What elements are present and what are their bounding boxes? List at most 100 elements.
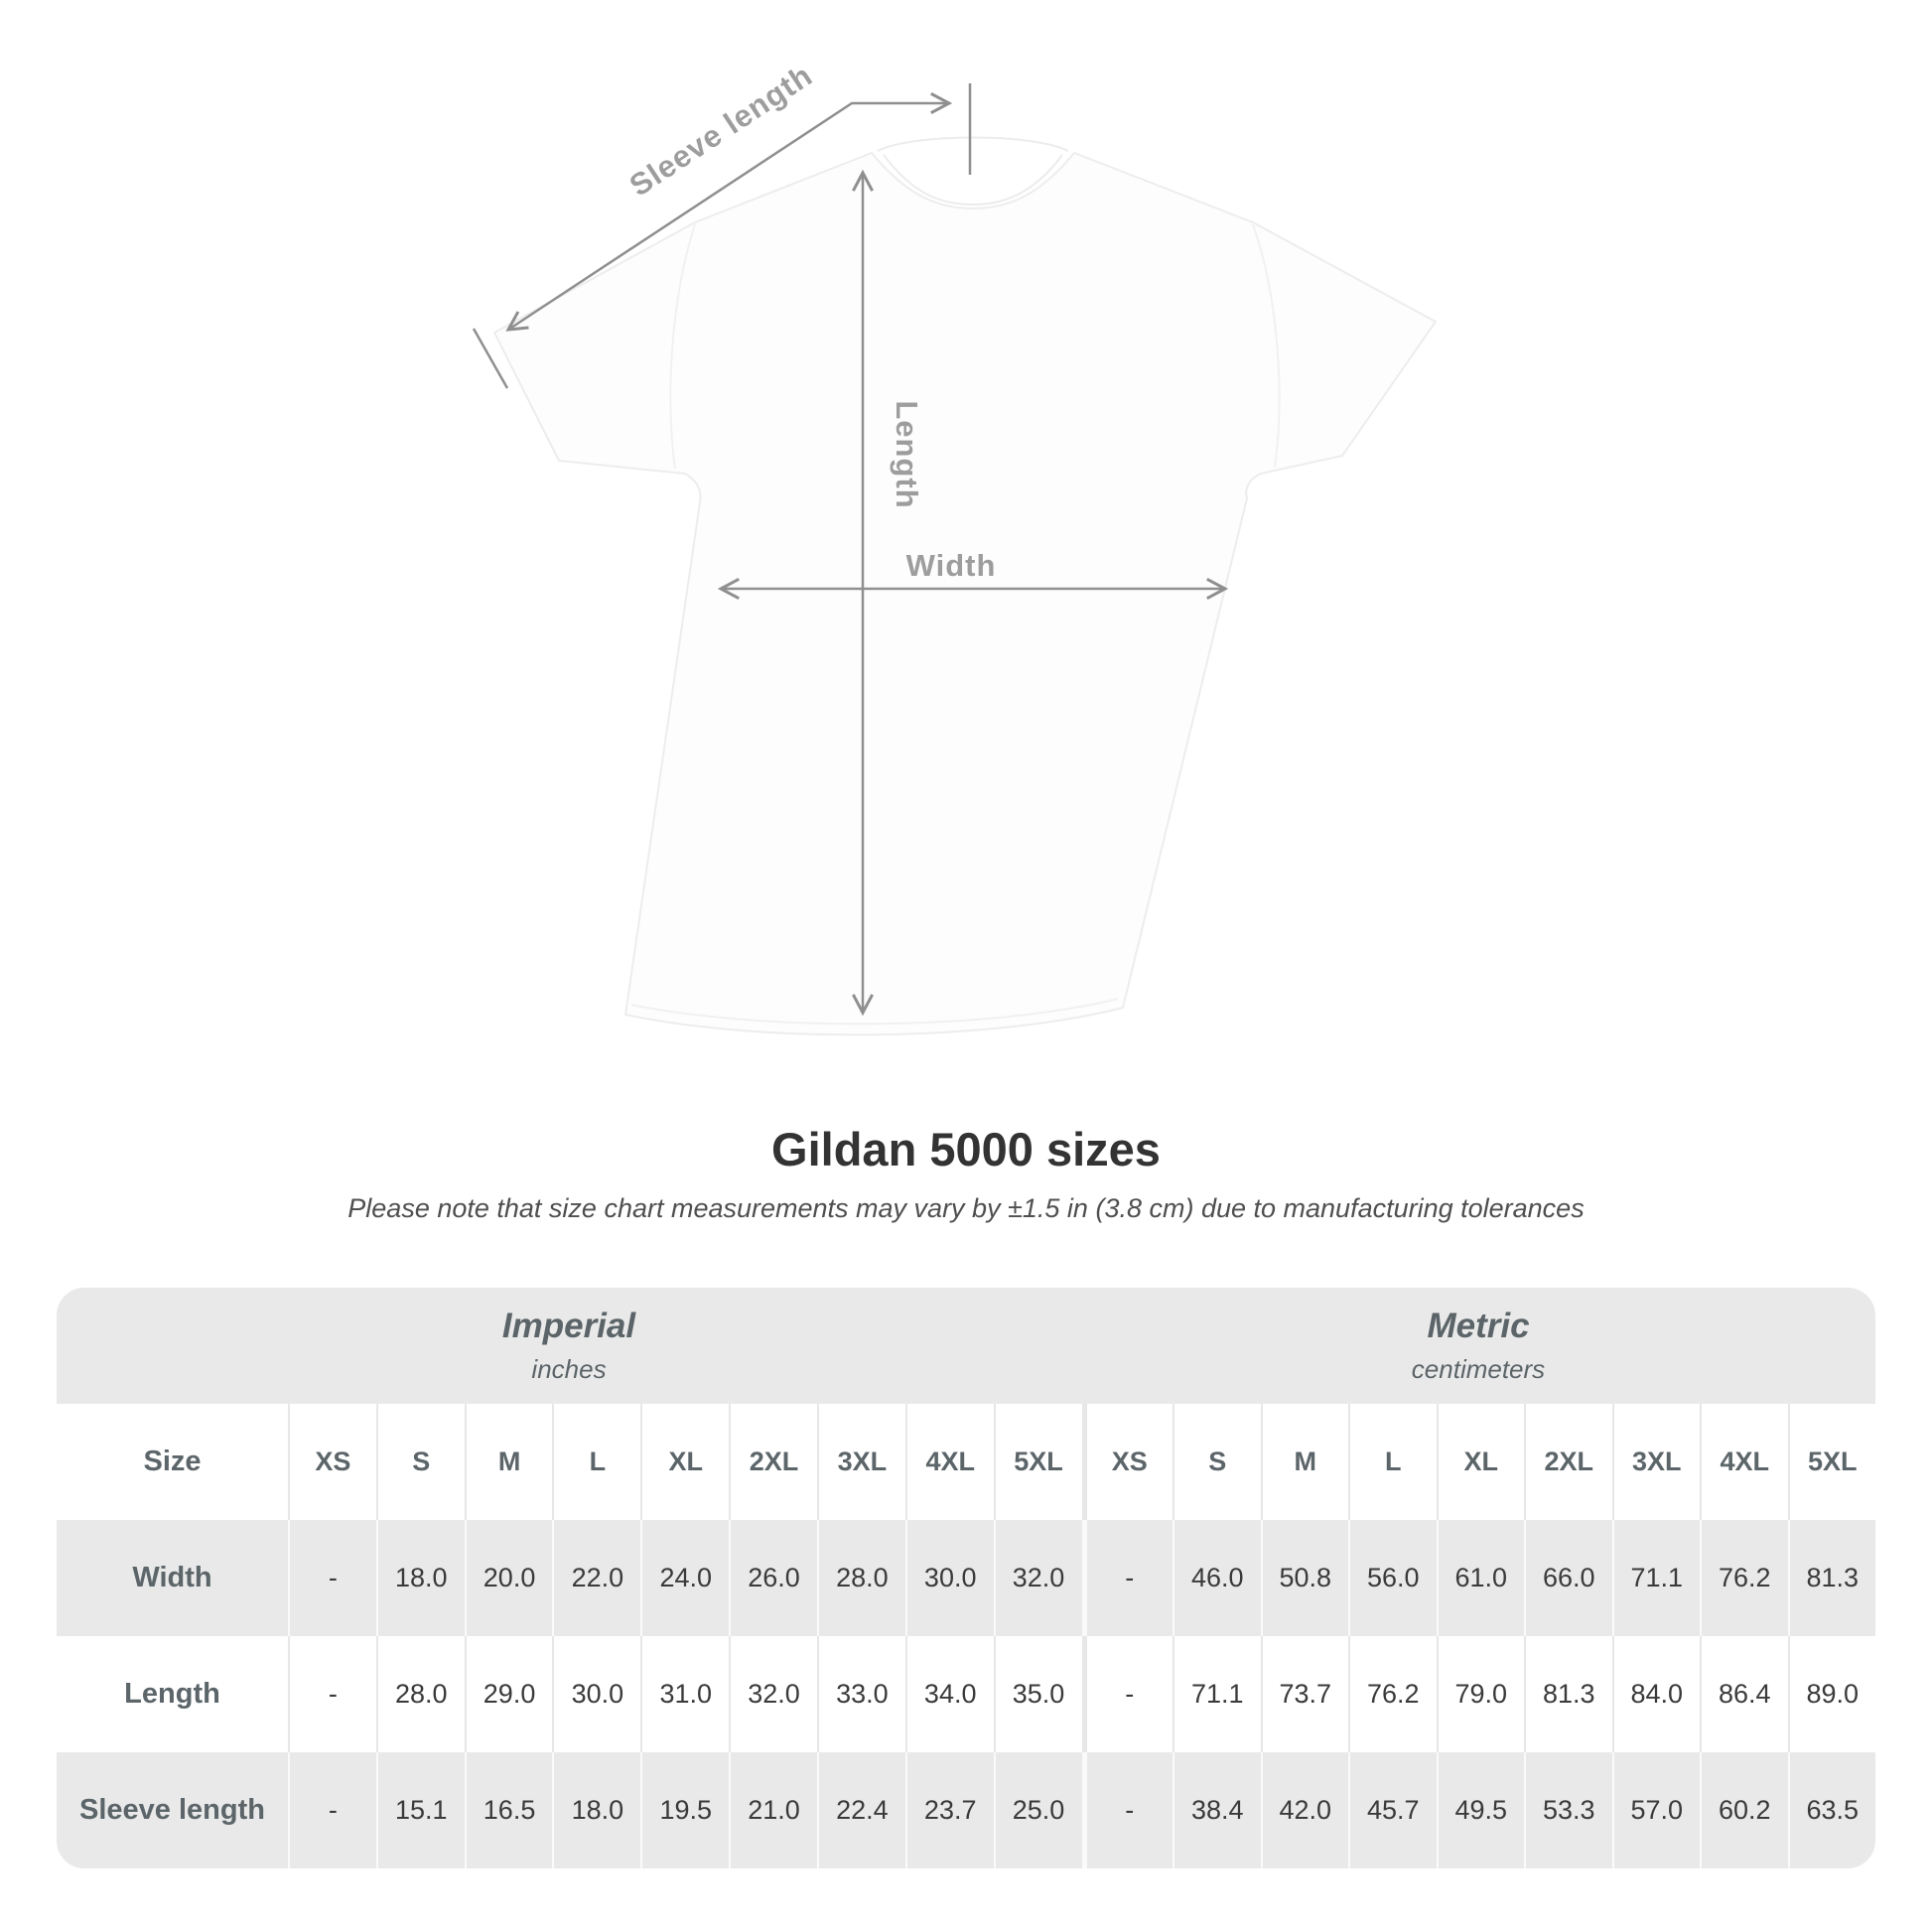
tshirt-drawing <box>493 136 1437 1036</box>
size-header-cell: XL <box>1436 1404 1525 1520</box>
table-row-length: Length -28.0 29.0 30.0 31.0 32.0 33.0 34.0 35.0… <box>57 1636 1875 1752</box>
collar-back-line <box>877 136 1069 152</box>
page-subtitle: Please note that size chart measurements… <box>347 1193 1585 1223</box>
length-value-cell: 31.0 <box>640 1636 729 1752</box>
sleeve-value-cell: 42.0 <box>1260 1752 1349 1868</box>
sleeve-imperial-values: -15.1 16.5 18.0 19.5 21.0 22.4 23.7 25.0 <box>288 1752 1082 1868</box>
length-value-cell: 76.2 <box>1348 1636 1437 1752</box>
sleeve-value-cell: 16.5 <box>464 1752 553 1868</box>
length-value-cell: 34.0 <box>904 1636 994 1752</box>
sleeve-value-cell: 45.7 <box>1348 1752 1437 1868</box>
imperial-header-title: Imperial <box>501 1307 636 1345</box>
width-metric-values: -46.0 50.8 56.0 61.0 66.0 71.1 76.2 81.3 <box>1081 1520 1876 1636</box>
length-value-cell: 32.0 <box>729 1636 817 1752</box>
size-header-cell: 5XL <box>1787 1404 1876 1520</box>
tshirt-measurement-diagram: Sleeve length Length Width <box>472 58 1437 1036</box>
width-value-cell: 32.0 <box>993 1520 1082 1636</box>
width-value-cell: 61.0 <box>1436 1520 1525 1636</box>
size-header-cell: 3XL <box>1611 1404 1701 1520</box>
sleeve-end-tick <box>472 328 509 389</box>
row-label: Length <box>124 1678 220 1710</box>
sleeve-value-cell: 23.7 <box>904 1752 994 1868</box>
length-imperial-values: -28.0 29.0 30.0 31.0 32.0 33.0 34.0 35.0 <box>288 1636 1082 1752</box>
width-value-cell: 26.0 <box>729 1520 817 1636</box>
length-label: Length <box>890 400 924 508</box>
length-value-cell: - <box>288 1636 376 1752</box>
unit-header-row: Imperial inches Metric centimeters <box>57 1288 1875 1404</box>
row-label: Sleeve length <box>79 1794 265 1826</box>
sleeve-length-label: Sleeve length <box>623 58 819 204</box>
size-header-cell: 2XL <box>729 1404 817 1520</box>
table-row-width: Width -18.0 20.0 22.0 24.0 26.0 28.0 30.0 32.0 … <box>57 1520 1875 1636</box>
width-value-cell: 76.2 <box>1700 1520 1788 1636</box>
width-value-cell: 24.0 <box>640 1520 729 1636</box>
sleeve-value-cell: 63.5 <box>1787 1752 1876 1868</box>
width-imperial-values: -18.0 20.0 22.0 24.0 26.0 28.0 30.0 32.0 <box>288 1520 1082 1636</box>
size-header-cell: 4XL <box>1700 1404 1788 1520</box>
size-header-cell: 4XL <box>904 1404 994 1520</box>
sleeve-value-cell: 60.2 <box>1700 1752 1788 1868</box>
imperial-header-unit: inches <box>531 1354 607 1384</box>
sleeve-value-cell: 21.0 <box>729 1752 817 1868</box>
sleeve-value-cell: 53.3 <box>1524 1752 1612 1868</box>
length-value-cell: 33.0 <box>816 1636 905 1752</box>
width-value-cell: 28.0 <box>816 1520 905 1636</box>
length-value-cell: 71.1 <box>1173 1636 1261 1752</box>
width-value-cell: 66.0 <box>1524 1520 1612 1636</box>
length-value-cell: 79.0 <box>1436 1636 1525 1752</box>
sleeve-value-cell: - <box>1081 1752 1173 1868</box>
sleeve-value-cell: 18.0 <box>552 1752 640 1868</box>
length-value-cell: 89.0 <box>1787 1636 1876 1752</box>
metric-header: Metric centimeters <box>1081 1288 1875 1404</box>
width-value-cell: 22.0 <box>552 1520 640 1636</box>
length-value-cell: 28.0 <box>375 1636 465 1752</box>
width-value-cell: 50.8 <box>1260 1520 1349 1636</box>
length-value-cell: - <box>1081 1636 1173 1752</box>
width-value-cell: 18.0 <box>375 1520 465 1636</box>
width-value-cell: - <box>1081 1520 1173 1636</box>
metric-size-headers: XS S M L XL 2XL 3XL 4XL 5XL <box>1081 1404 1876 1520</box>
sleeve-dimension-line <box>505 92 953 332</box>
size-header-cell: XS <box>288 1404 376 1520</box>
size-header-cell: M <box>1260 1404 1349 1520</box>
width-value-cell: 20.0 <box>464 1520 553 1636</box>
width-value-cell: 56.0 <box>1348 1520 1437 1636</box>
length-value-cell: 35.0 <box>993 1636 1082 1752</box>
size-header-cell: L <box>552 1404 640 1520</box>
size-header-cell: L <box>1348 1404 1437 1520</box>
row-label: Width <box>132 1562 212 1593</box>
width-value-cell: 46.0 <box>1173 1520 1261 1636</box>
sleeve-value-cell: 22.4 <box>816 1752 905 1868</box>
sleeve-value-cell: 19.5 <box>640 1752 729 1868</box>
length-metric-values: -71.1 73.7 76.2 79.0 81.3 84.0 86.4 89.0 <box>1081 1636 1876 1752</box>
dimension-lines <box>472 83 1229 1017</box>
size-column-label: Size <box>143 1446 202 1477</box>
width-value-cell: 81.3 <box>1787 1520 1876 1636</box>
size-header-cell: 2XL <box>1524 1404 1612 1520</box>
size-header-cell: XS <box>1081 1404 1173 1520</box>
size-header-cell: 3XL <box>816 1404 905 1520</box>
size-header-cell: XL <box>640 1404 729 1520</box>
length-value-cell: 29.0 <box>464 1636 553 1752</box>
size-header-row: Size XS S M L XL 2XL 3XL 4XL 5XL XS S M L XL 2XL 3XL 4X… <box>57 1404 1875 1520</box>
width-value-cell: - <box>288 1520 376 1636</box>
sleeve-value-cell: 57.0 <box>1611 1752 1701 1868</box>
sleeve-value-cell: 25.0 <box>993 1752 1082 1868</box>
sleeve-value-cell: - <box>288 1752 376 1868</box>
size-chart-table: Imperial inches Metric centimeters Size … <box>57 1288 1875 1868</box>
size-header-cell: M <box>464 1404 553 1520</box>
table-row-sleeve-length: Sleeve length -15.1 16.5 18.0 19.5 21.0 22.4 2… <box>57 1752 1875 1868</box>
metric-header-unit: centimeters <box>1411 1354 1546 1384</box>
length-value-cell: 81.3 <box>1524 1636 1612 1752</box>
imperial-size-headers: XS S M L XL 2XL 3XL 4XL 5XL <box>288 1404 1082 1520</box>
sleeve-value-cell: 15.1 <box>375 1752 465 1868</box>
width-label: Width <box>906 548 997 583</box>
size-header-cell: S <box>375 1404 465 1520</box>
tshirt-body <box>493 152 1437 1036</box>
metric-header-title: Metric <box>1427 1307 1530 1345</box>
size-header-cell: 5XL <box>993 1404 1082 1520</box>
width-value-cell: 30.0 <box>904 1520 994 1636</box>
hem-stitch-line <box>630 998 1119 1026</box>
length-value-cell: 30.0 <box>552 1636 640 1752</box>
page-title: Gildan 5000 sizes <box>771 1123 1161 1175</box>
